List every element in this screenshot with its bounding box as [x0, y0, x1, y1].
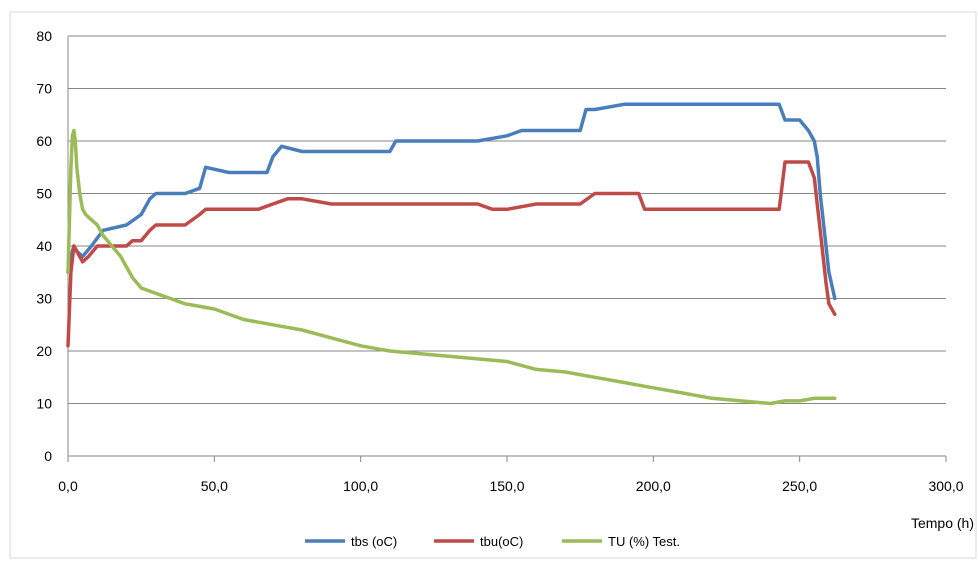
x-tick-label: 250,0 — [782, 478, 817, 494]
series-lines — [66, 102, 837, 406]
x-tick-labels: 0,0 50,0 100,0 150,0 200,0 250,0 300,0 — [58, 478, 963, 494]
y-tick-label: 50 — [36, 186, 52, 202]
x-tick-label: 0,0 — [58, 478, 78, 494]
series-line-3 — [66, 128, 837, 406]
grid-lines — [68, 35, 946, 404]
y-tick-label: 40 — [36, 238, 52, 254]
legend-label-3: TU (%) Test. — [608, 534, 680, 549]
y-tick-label: 70 — [36, 81, 52, 97]
legend: tbs (oC) tbu(oC) TU (%) Test. — [305, 534, 680, 549]
x-tick-label: 200,0 — [636, 478, 671, 494]
y-tick-label: 0 — [44, 448, 52, 464]
y-tick-label: 60 — [36, 133, 52, 149]
legend-label-2: tbu(oC) — [480, 534, 523, 549]
series-line-1 — [66, 102, 837, 301]
y-tick-label: 30 — [36, 291, 52, 307]
y-tick-labels: 0 10 20 30 40 50 60 70 80 — [36, 28, 52, 464]
x-tick-label: 300,0 — [928, 478, 963, 494]
y-tick-label: 80 — [36, 28, 52, 44]
chart-border — [9, 11, 977, 559]
x-tick-label: 150,0 — [489, 478, 524, 494]
x-tick-label: 50,0 — [201, 478, 228, 494]
series-line-2 — [66, 160, 837, 348]
y-tick-label: 20 — [36, 343, 52, 359]
y-tick-label: 10 — [36, 396, 52, 412]
x-tick-label: 100,0 — [343, 478, 378, 494]
x-axis-label: Tempo (h) — [911, 515, 974, 531]
legend-label-1: tbs (oC) — [351, 534, 397, 549]
